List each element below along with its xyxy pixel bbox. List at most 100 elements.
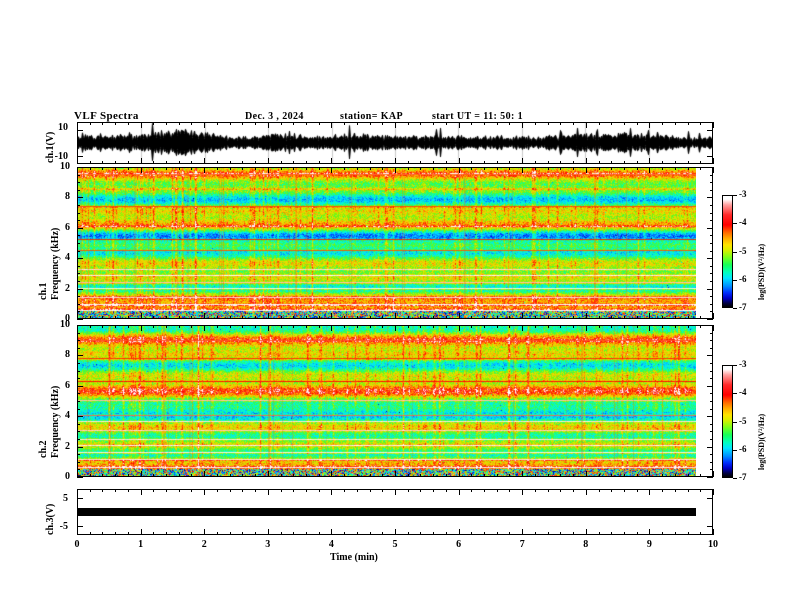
y-tick-ch1-right-4 — [707, 289, 713, 290]
y-tick-ch1wave-left-0 — [77, 130, 83, 131]
x-tick-ch3wave-bottom-26 — [408, 532, 409, 535]
x-tick-ch1spec-top-24 — [382, 167, 383, 170]
y-tick-ch1wave-left-1 — [77, 156, 83, 157]
x-tick-ch3wave-bottom-46 — [662, 532, 663, 535]
x-tick-ch2spec-top-23 — [370, 325, 371, 328]
x-tick-ch2spec-top-48 — [688, 325, 689, 328]
y-tick-ch1-left-14 — [77, 213, 80, 214]
x-tick-ch3wave-bottom-37 — [548, 532, 549, 535]
x-tick-label-5: 5 — [392, 539, 398, 550]
x-tick-ch3wave-top-49 — [700, 489, 701, 492]
y-tick-ch2-right-1 — [710, 469, 713, 470]
x-tick-ch2spec-top-37 — [548, 325, 549, 328]
colorbar-ch2-title: log(PSD)(V²/Hz) — [757, 413, 766, 470]
x-tick-ch3wave-bottom-14 — [255, 532, 256, 535]
x-tick-ch1spec-bottom-45 — [649, 313, 650, 319]
cb1-tick-1 — [733, 223, 737, 224]
x-tick-ch2spec-top-42 — [611, 325, 612, 328]
x-tick-ch2spec-top-12 — [230, 325, 231, 328]
x-tick-label-3: 3 — [265, 539, 271, 550]
x-tick-ch3wave-bottom-40 — [586, 529, 587, 535]
cb2-tick-label-0: -3 — [739, 359, 747, 369]
x-tick-ch2spec-bottom-11 — [217, 474, 218, 477]
y-tick-ch1-left-15 — [77, 205, 80, 206]
x-tick-ch1spec-top-45 — [649, 167, 650, 173]
x-tick-ch1wave-bottom-28 — [433, 161, 434, 164]
y-tick-ch2-right-19 — [710, 333, 713, 334]
x-tick-ch1wave-top-29 — [446, 122, 447, 125]
x-tick-ch1wave-bottom-48 — [688, 161, 689, 164]
cb2-tick-1 — [733, 393, 737, 394]
cb1-tick-2 — [733, 252, 737, 253]
colorbar-ch1-title: log(PSD)(V²/Hz) — [757, 243, 766, 300]
x-tick-ch1spec-bottom-32 — [484, 316, 485, 319]
x-tick-ch2spec-bottom-17 — [293, 474, 294, 477]
x-tick-ch1spec-top-29 — [446, 167, 447, 170]
x-tick-ch1wave-bottom-12 — [230, 161, 231, 164]
x-tick-ch3wave-bottom-5 — [141, 529, 142, 535]
y-tick-ch2-left-4 — [77, 447, 83, 448]
x-tick-ch1spec-bottom-29 — [446, 316, 447, 319]
y-tick-ch1-right-0 — [707, 319, 713, 320]
y-tick-ch2-left-6 — [77, 431, 80, 432]
x-tick-ch1spec-top-43 — [624, 167, 625, 170]
x-tick-ch1wave-bottom-37 — [548, 161, 549, 164]
x-tick-ch3wave-top-6 — [153, 489, 154, 492]
x-tick-ch3wave-top-10 — [204, 489, 205, 495]
y-tick-ch1-left-10 — [77, 243, 80, 244]
x-tick-ch2spec-bottom-45 — [649, 471, 650, 477]
y-tick-ch1-left-19 — [77, 175, 80, 176]
y-tick-label-ch2-4: 2 — [65, 440, 70, 452]
x-tick-ch1spec-top-19 — [319, 167, 320, 170]
x-tick-ch1wave-top-7 — [166, 122, 167, 125]
x-tick-ch3wave-top-29 — [446, 489, 447, 492]
x-tick-ch3wave-top-4 — [128, 489, 129, 492]
x-tick-ch2spec-bottom-47 — [675, 474, 676, 477]
x-tick-ch1wave-top-6 — [153, 122, 154, 125]
x-tick-ch3wave-top-38 — [560, 489, 561, 492]
cb1-tick-label-4: -7 — [739, 302, 747, 312]
cb1-tick-3 — [733, 280, 737, 281]
x-tick-ch1spec-top-32 — [484, 167, 485, 170]
y-tick-ch1-right-16 — [707, 197, 713, 198]
x-tick-ch2spec-bottom-46 — [662, 474, 663, 477]
x-tick-ch1wave-top-49 — [700, 122, 701, 125]
x-tick-ch2spec-bottom-6 — [153, 474, 154, 477]
y-tick-ch2-right-0 — [707, 477, 713, 478]
x-tick-ch1wave-bottom-2 — [102, 161, 103, 164]
y-tick-ch2-left-3 — [77, 454, 80, 455]
x-tick-ch1spec-bottom-21 — [344, 316, 345, 319]
x-tick-label-4: 4 — [328, 539, 334, 550]
x-tick-ch2spec-bottom-16 — [281, 474, 282, 477]
x-tick-ch2spec-top-43 — [624, 325, 625, 328]
y-tick-ch2-right-9 — [710, 409, 713, 410]
x-tick-ch1spec-bottom-18 — [306, 316, 307, 319]
x-tick-ch2spec-bottom-5 — [141, 471, 142, 477]
x-tick-ch1wave-bottom-4 — [128, 161, 129, 164]
y-tick-ch1-right-10 — [710, 243, 713, 244]
x-tick-ch1wave-bottom-23 — [370, 161, 371, 164]
x-tick-ch1spec-top-49 — [700, 167, 701, 170]
x-tick-ch1wave-bottom-26 — [408, 161, 409, 164]
x-tick-ch3wave-top-45 — [649, 489, 650, 495]
y-tick-ch2-right-14 — [710, 371, 713, 372]
x-tick-ch1spec-bottom-2 — [102, 316, 103, 319]
x-tick-ch2spec-bottom-35 — [522, 471, 523, 477]
y-tick-ch1-left-8 — [77, 258, 83, 259]
cb2-tick-2 — [733, 422, 737, 423]
x-tick-ch3wave-top-48 — [688, 489, 689, 492]
x-tick-ch2spec-bottom-15 — [268, 471, 269, 477]
x-tick-ch1wave-bottom-31 — [471, 161, 472, 164]
x-tick-ch1spec-bottom-19 — [319, 316, 320, 319]
x-tick-ch1wave-top-9 — [191, 122, 192, 125]
x-tick-ch3wave-bottom-19 — [319, 532, 320, 535]
x-tick-ch1wave-top-46 — [662, 122, 663, 125]
x-tick-ch3wave-bottom-7 — [166, 532, 167, 535]
y-tick-ch1-right-19 — [710, 175, 713, 176]
x-tick-ch1wave-top-37 — [548, 122, 549, 125]
y-tick-ch1-right-8 — [707, 258, 713, 259]
x-tick-ch1spec-top-30 — [459, 167, 460, 173]
x-tick-ch1wave-bottom-19 — [319, 161, 320, 164]
y-tick-ch1-left-4 — [77, 289, 83, 290]
x-tick-ch1spec-top-50 — [713, 167, 714, 173]
